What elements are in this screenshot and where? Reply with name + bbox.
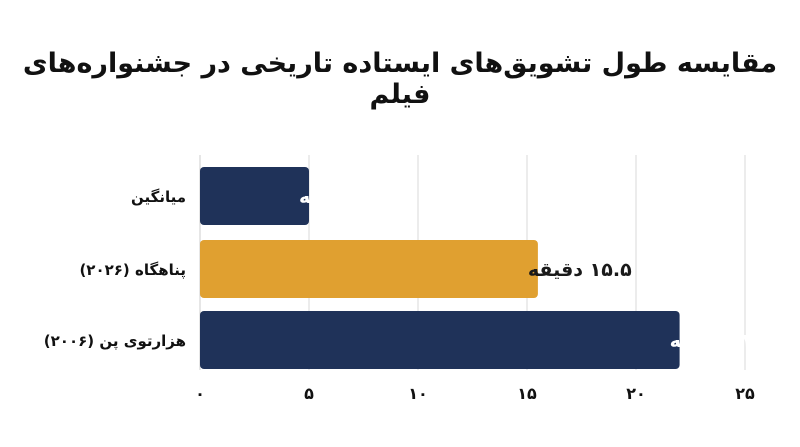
- bar: [200, 311, 680, 369]
- data-label: ۵ دقیقه: [299, 186, 373, 208]
- data-label: ۱۵.۵ دقیقه: [528, 259, 632, 281]
- x-tick-label: ۱۵: [517, 384, 537, 403]
- labels: ۵ دقیقه میانگین ۱۵.۵ دقیقه پناهگاه (۲۰۲۶) ۲۲…: [44, 186, 755, 403]
- category-label: میانگین: [131, 188, 186, 206]
- category-label: پناهگاه (۲۰۲۶): [79, 261, 186, 280]
- x-tick-label: ۲۰: [626, 384, 646, 403]
- data-label: ۲۲ دقیقه: [670, 330, 755, 352]
- bars: [200, 167, 680, 369]
- bar: [200, 240, 538, 298]
- x-tick-label: ۰: [195, 384, 205, 403]
- bar: [200, 167, 309, 225]
- category-label: هزارتوی پن (۲۰۰۶): [44, 332, 186, 351]
- chart-title: مقایسه طول تشویق‌های ایستاده تاریخی در ج…: [22, 48, 778, 110]
- x-tick-label: ۲۵: [735, 384, 755, 403]
- x-tick-label: ۱۰: [408, 384, 428, 403]
- x-tick-label: ۵: [304, 384, 314, 403]
